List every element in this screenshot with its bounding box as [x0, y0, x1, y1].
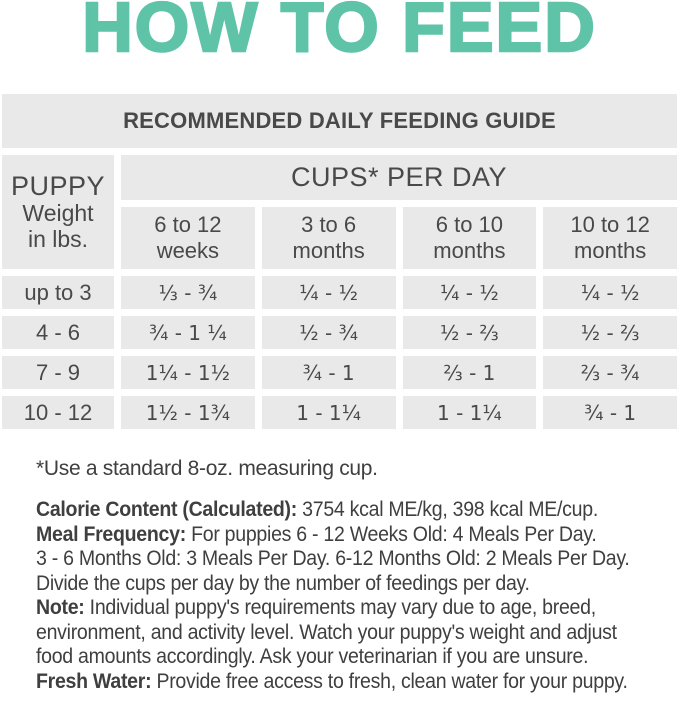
- age-column-header-3-to-6-months: 3 to 6 months: [261, 207, 396, 269]
- value-cell: ⅔ - ¾: [543, 356, 677, 389]
- weight-header-line1: PUPPY: [10, 171, 106, 202]
- page-title: HOW TO FEED: [81, 0, 597, 66]
- value-cell: ¼ - ½: [261, 276, 396, 309]
- age-column-header-6-to-12-weeks: 6 to 12 weeks: [121, 207, 255, 269]
- note-meal-frequency: Meal Frequency: For puppies 6 - 12 Weeks…: [36, 523, 679, 597]
- value-cell: ¾ - 1: [543, 396, 677, 429]
- cups-per-day-header: CUPS* PER DAY: [121, 155, 677, 200]
- weight-cell: up to 3: [2, 276, 114, 309]
- value-cell: ¾ - 1 ¼: [121, 316, 255, 349]
- note-label: Calorie Content (Calculated):: [36, 498, 298, 521]
- note-text: Provide free access to fresh, clean wate…: [151, 669, 628, 693]
- value-cell: ¼ - ½: [543, 276, 677, 309]
- note-label: Fresh Water:: [36, 669, 152, 693]
- note-text: Individual puppy's requirements may vary…: [36, 596, 617, 668]
- age-header-line2: months: [574, 238, 647, 263]
- value-cell: ¼ - ½: [402, 276, 537, 309]
- value-cell: ½ - ⅔: [402, 316, 537, 349]
- note-label: Meal Frequency:: [36, 522, 186, 546]
- value-cell: ¾ - 1: [261, 356, 396, 389]
- age-header-line1: 6 to 10: [435, 211, 504, 237]
- value-cell: ⅔ - 1: [402, 356, 537, 389]
- age-column-header-10-to-12-months: 10 to 12 months: [543, 207, 677, 269]
- note-text: 3754 kcal ME/kg, 398 kcal ME/cup.: [297, 498, 598, 521]
- weight-cell: 7 - 9: [2, 356, 114, 389]
- note-fresh-water: Fresh Water: Provide free access to fres…: [36, 670, 679, 695]
- weight-header-line3: in lbs.: [27, 226, 89, 253]
- weight-cell: 4 - 6: [2, 316, 114, 349]
- age-header-line1: 3 to 6: [301, 211, 357, 237]
- notes-section: Calorie Content (Calculated): 3754 kcal …: [36, 498, 679, 694]
- age-header-line2: months: [292, 238, 365, 263]
- value-cell: 1 - 1¼: [261, 396, 396, 429]
- value-cell: ½ - ⅔: [543, 316, 677, 349]
- age-column-header-6-to-10-months: 6 to 10 months: [402, 207, 537, 269]
- weight-header-line2: Weight: [22, 200, 94, 227]
- note-label: Note:: [36, 596, 85, 619]
- note-text: For puppies 6 - 12 Weeks Old: 4 Meals Pe…: [36, 522, 630, 595]
- measuring-cup-footnote: *Use a standard 8-oz. measuring cup.: [36, 457, 378, 480]
- value-cell: ⅓ - ¾: [121, 276, 255, 309]
- value-cell: 1½ - 1¾: [121, 396, 255, 429]
- value-cell: ½ - ¾: [261, 316, 396, 349]
- weight-column-header: PUPPY Weight in lbs.: [2, 155, 114, 269]
- table-banner: RECOMMENDED DAILY FEEDING GUIDE: [2, 94, 677, 148]
- age-header-line2: months: [433, 238, 506, 263]
- age-header-line2: weeks: [156, 238, 220, 263]
- note-calorie-content: Calorie Content (Calculated): 3754 kcal …: [36, 498, 679, 523]
- value-cell: 1 - 1¼: [402, 396, 537, 429]
- value-cell: 1¼ - 1½: [121, 356, 255, 389]
- age-header-line1: 6 to 12: [154, 211, 222, 237]
- feeding-guide-table: RECOMMENDED DAILY FEEDING GUIDE PUPPY We…: [2, 94, 677, 429]
- note-general: Note: Individual puppy's requirements ma…: [36, 596, 679, 670]
- weight-cell: 10 - 12: [2, 396, 114, 429]
- age-header-line1: 10 to 12: [570, 211, 650, 237]
